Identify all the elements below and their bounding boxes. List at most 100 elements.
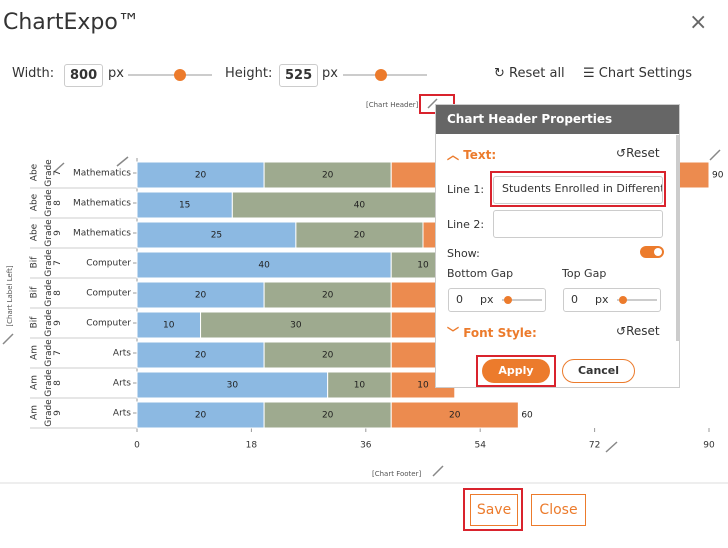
- x-tick-label: 18: [246, 441, 258, 451]
- segment-label: 20: [322, 411, 334, 421]
- top-gap-knob[interactable]: [619, 296, 627, 304]
- reset-all[interactable]: ↻ Reset all: [494, 66, 565, 81]
- close-icon[interactable]: ×: [689, 10, 708, 35]
- line1-input[interactable]: Students Enrolled in Different: [493, 176, 663, 204]
- segment-label: 10: [417, 261, 429, 271]
- font-reset-label[interactable]: Reset: [626, 324, 660, 338]
- highlight: [490, 171, 666, 207]
- row-subject: Computer: [86, 319, 131, 329]
- bar-segment: [390, 401, 519, 429]
- height-input[interactable]: 525: [279, 64, 318, 87]
- row-name: Am: [29, 405, 40, 420]
- row-grade: Grade 7: [44, 339, 63, 367]
- x-tick-label: 90: [703, 441, 715, 451]
- segment-label: 20: [322, 171, 334, 181]
- chart-header-placeholder[interactable]: [Chart Header]: [366, 101, 419, 109]
- width-input[interactable]: 800: [64, 64, 103, 87]
- row-grade: Grade 9: [44, 399, 63, 427]
- x-tick-label: 0: [134, 441, 140, 451]
- total-label: 60: [521, 411, 533, 421]
- segment-label: 40: [258, 261, 270, 271]
- scrollbar[interactable]: [676, 135, 680, 341]
- line2-label: Line 2:: [447, 218, 485, 231]
- segment-label: 25: [211, 231, 222, 241]
- bottom-gap-knob[interactable]: [504, 296, 512, 304]
- app-title: ChartExpo™: [3, 10, 140, 35]
- row-name: Bif: [29, 256, 40, 269]
- row-subject: Arts: [113, 349, 131, 359]
- text-section-label[interactable]: Text:: [463, 148, 497, 162]
- highlight: [476, 355, 556, 387]
- segment-label: 10: [163, 321, 175, 331]
- text-reset[interactable]: ↺Reset: [616, 146, 660, 160]
- segment-label: 20: [354, 231, 366, 241]
- apply-button[interactable]: Apply: [482, 359, 550, 383]
- x-tick-label: 36: [360, 441, 372, 451]
- height-label: Height:: [225, 66, 273, 81]
- segment-label: 20: [195, 171, 207, 181]
- top-gap-value[interactable]: 0: [571, 293, 578, 306]
- row-name: Am: [29, 345, 40, 360]
- font-style-section[interactable]: ﹀ Font Style:: [447, 326, 537, 340]
- bar-segment: [136, 371, 329, 399]
- width-knob[interactable]: [174, 69, 186, 81]
- bottom-gap-unit: px: [480, 293, 494, 306]
- segment-label: 30: [227, 381, 239, 391]
- segment-label: 20: [322, 291, 334, 301]
- bar-segment: [136, 251, 392, 279]
- line2-input[interactable]: [493, 210, 663, 238]
- edit-icons: [2, 98, 721, 477]
- bar-segment: [136, 311, 202, 339]
- row-subject: Computer: [86, 259, 131, 269]
- segment-label: 20: [195, 411, 207, 421]
- panel-title: Chart Header Properties: [447, 112, 613, 126]
- row-name: Bif: [29, 286, 40, 299]
- font-reset[interactable]: ↺Reset: [616, 324, 660, 338]
- segment-label: 20: [195, 351, 207, 361]
- chart-footer-placeholder[interactable]: [Chart Footer]: [372, 470, 422, 478]
- text-section[interactable]: ︿ Text:: [447, 148, 497, 162]
- row-subject: Mathematics: [73, 229, 131, 239]
- segment-label: 10: [354, 381, 366, 391]
- top-gap-label: Top Gap: [562, 267, 607, 280]
- row-grade: Grade 9: [44, 219, 63, 247]
- highlight: [463, 488, 523, 531]
- row-subject: Arts: [113, 409, 131, 419]
- close-button[interactable]: Close: [531, 494, 586, 526]
- height-knob[interactable]: [375, 69, 387, 81]
- row-name: Abe: [29, 193, 40, 212]
- bar-segment: [136, 191, 233, 219]
- segment-label: 10: [417, 381, 429, 391]
- height-unit: px: [322, 66, 338, 81]
- top-gap-unit: px: [595, 293, 609, 306]
- bottom-gap-slider[interactable]: [502, 299, 542, 301]
- text-reset-label[interactable]: Reset: [626, 146, 660, 160]
- chart-settings[interactable]: ☰ Chart Settings: [583, 66, 692, 81]
- row-subject: Mathematics: [73, 169, 131, 179]
- save-button[interactable]: Save: [470, 494, 518, 526]
- bar-segment: [136, 281, 265, 309]
- row-grade: Grade 8: [44, 279, 63, 307]
- segment-label: 20: [322, 351, 334, 361]
- width-slider[interactable]: [128, 74, 212, 76]
- segment-label: 20: [195, 291, 207, 301]
- reset-all-text[interactable]: Reset all: [509, 66, 565, 81]
- chart-label-left[interactable]: [Chart Label Left]: [6, 265, 14, 327]
- x-tick-label: 72: [589, 441, 600, 451]
- row-grade: Grade 8: [44, 369, 63, 397]
- segment-label: 20: [449, 411, 461, 421]
- row-name: Abe: [29, 163, 40, 182]
- bar-segment: [136, 401, 265, 429]
- segment-label: 15: [179, 201, 190, 211]
- font-style-label[interactable]: Font Style:: [463, 326, 537, 340]
- cancel-button[interactable]: Cancel: [562, 359, 635, 383]
- show-toggle[interactable]: [640, 246, 664, 258]
- row-grade: Grade 7: [44, 249, 63, 277]
- chart-settings-text[interactable]: Chart Settings: [598, 66, 692, 81]
- segment-label: 40: [354, 201, 366, 211]
- bottom-gap-value[interactable]: 0: [456, 293, 463, 306]
- row-grade: Grade 9: [44, 309, 63, 337]
- top-gap-slider[interactable]: [617, 299, 657, 301]
- row-subject: Arts: [113, 379, 131, 389]
- width-unit: px: [108, 66, 124, 81]
